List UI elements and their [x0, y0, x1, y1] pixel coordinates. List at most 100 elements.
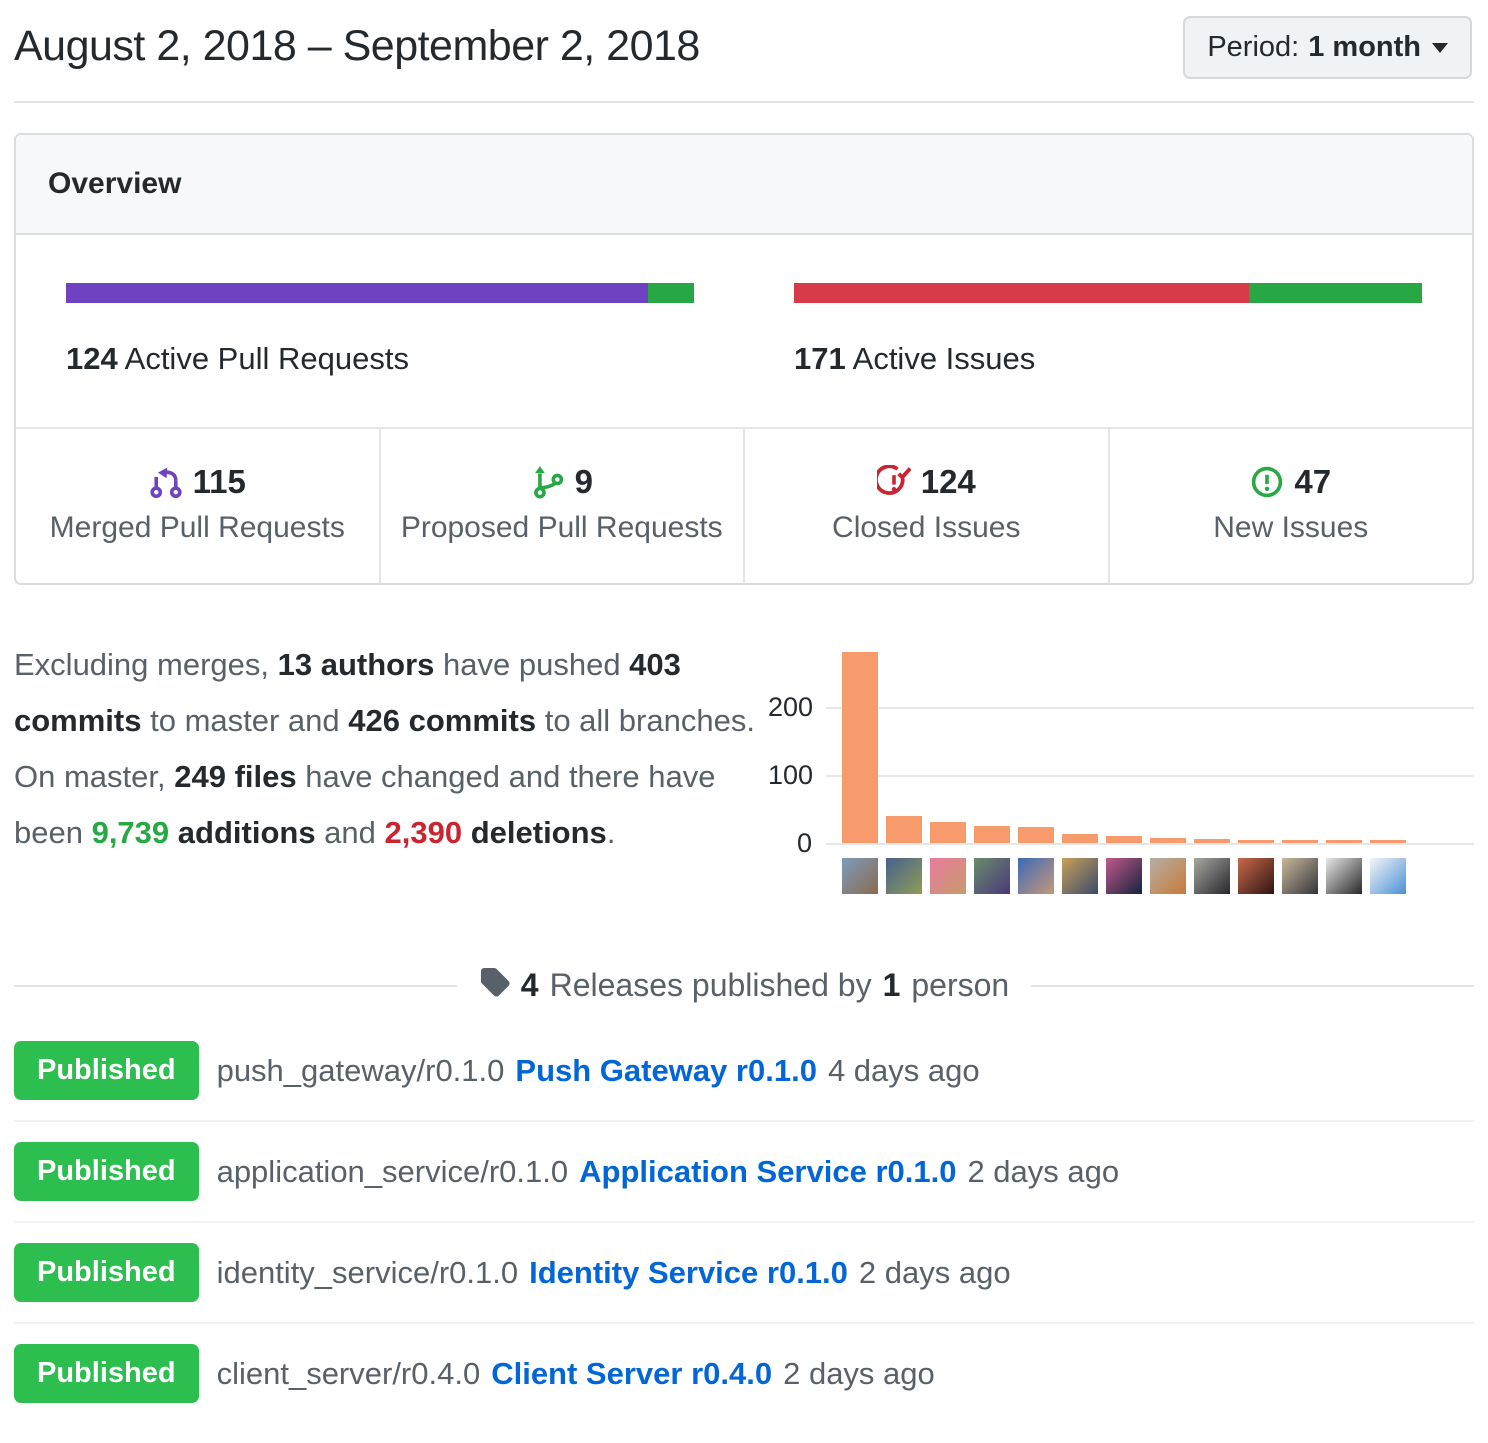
summary-segment: to all branches. On master, — [14, 703, 755, 794]
commit-bar — [1194, 839, 1230, 843]
releases-section-header: 4 Releases published by 1 person — [14, 966, 1475, 1005]
published-badge: Published — [14, 1243, 199, 1302]
author-avatar[interactable] — [974, 858, 1010, 894]
author-avatar[interactable] — [1282, 858, 1318, 894]
merged-pr-label: Merged Pull Requests — [49, 511, 345, 544]
summary-segment: Excluding merges, — [14, 647, 278, 682]
summary-segment: 2,390 — [384, 815, 463, 850]
y-tick-0: 0 — [796, 828, 812, 858]
summary-segment: . — [606, 815, 616, 850]
commit-bar — [974, 826, 1010, 843]
author-avatar[interactable] — [1326, 858, 1362, 894]
active-pr-text: Active Pull Requests — [124, 341, 409, 376]
active-issues-text: Active Issues — [852, 341, 1036, 376]
commit-bar — [1150, 838, 1186, 843]
author-avatar[interactable] — [1062, 858, 1098, 894]
author-avatar[interactable] — [1150, 858, 1186, 894]
author-avatar[interactable] — [1106, 858, 1142, 894]
releases-heading-suffix: person — [911, 967, 1010, 1003]
git-merge-icon — [149, 465, 183, 499]
chevron-down-icon — [1432, 42, 1448, 53]
releases-list: Published push_gateway/r0.1.0 Push Gatew… — [14, 1021, 1474, 1423]
summary-segment — [462, 815, 471, 850]
commit-bar — [1326, 840, 1362, 843]
proposed-pr-bar-segment — [648, 283, 694, 303]
published-badge: Published — [14, 1142, 199, 1201]
issues-progress-bar — [794, 283, 1422, 303]
closed-issues-label: Closed Issues — [832, 511, 1021, 544]
page-header: August 2, 2018 – September 2, 2018 Perio… — [14, 16, 1474, 79]
git-branch-icon — [531, 465, 565, 499]
author-avatar[interactable] — [1018, 858, 1054, 894]
summary-segment: 403 commits — [14, 647, 681, 738]
proposed-pr-count: 9 — [574, 463, 593, 500]
summary-segment: 426 commits — [348, 703, 537, 738]
release-timestamp: 2 days ago — [783, 1355, 935, 1391]
release-link[interactable]: Client Server r0.4.0 — [491, 1355, 773, 1391]
closed-issues-count: 124 — [920, 463, 976, 500]
summary-segment: additions — [177, 815, 316, 850]
new-issues-stat[interactable]: 47 New Issues — [1107, 429, 1473, 583]
new-issues-count: 47 — [1294, 463, 1332, 500]
releases-person-count: 1 — [882, 967, 901, 1003]
release-row: Published application_service/r0.1.0 App… — [14, 1122, 1474, 1223]
active-pull-requests-label: 124 Active Pull Requests — [66, 341, 694, 377]
author-avatar[interactable] — [930, 858, 966, 894]
summary-segment: have pushed — [434, 647, 630, 682]
commit-bar — [1238, 840, 1274, 843]
author-avatar[interactable] — [1194, 858, 1230, 894]
author-avatar[interactable] — [886, 858, 922, 894]
pull-requests-progress-bar — [66, 283, 694, 303]
closed-issues-stat[interactable]: 124 Closed Issues — [743, 429, 1108, 583]
commit-bars — [842, 652, 1406, 843]
merged-pr-count: 115 — [192, 463, 246, 500]
summary-segment: deletions — [470, 815, 607, 850]
proposed-pull-requests-stat[interactable]: 9 Proposed Pull Requests — [378, 429, 744, 583]
y-tick-100: 100 — [768, 760, 814, 790]
author-avatar[interactable] — [1238, 858, 1274, 894]
release-timestamp: 4 days ago — [827, 1052, 980, 1088]
author-avatar[interactable] — [842, 858, 878, 894]
summary-segment: to master and — [141, 703, 349, 738]
y-tick-200: 200 — [768, 692, 814, 722]
overview-card-title: Overview — [16, 135, 1472, 235]
commit-bar — [1062, 834, 1098, 843]
divider-line-right — [1031, 984, 1475, 987]
release-row: Published client_server/r0.4.0 Client Se… — [14, 1324, 1474, 1423]
new-issues-bar-segment — [1249, 283, 1422, 303]
release-row: Published identity_service/r0.1.0 Identi… — [14, 1223, 1474, 1324]
summary-segment: have changed and there have been — [14, 759, 716, 850]
release-link[interactable]: Push Gateway r0.1.0 — [515, 1052, 817, 1088]
overview-card: Overview 124 Active Pull Requests 171 Ac… — [14, 133, 1474, 585]
period-label: Period: — [1207, 31, 1300, 63]
commit-bar — [930, 822, 966, 843]
issue-opened-icon — [1250, 465, 1284, 499]
release-row: Published push_gateway/r0.1.0 Push Gatew… — [14, 1021, 1474, 1122]
merged-pull-requests-stat[interactable]: 115 Merged Pull Requests — [16, 429, 379, 583]
release-link[interactable]: Identity Service r0.1.0 — [529, 1254, 848, 1290]
overview-stats-row: 115 Merged Pull Requests — [16, 427, 1472, 583]
published-badge: Published — [14, 1041, 199, 1100]
commit-bar — [1282, 840, 1318, 843]
tag-icon — [479, 966, 510, 1005]
chart-plot-area: 200 100 0 — [768, 643, 1474, 858]
release-link[interactable]: Application Service r0.1.0 — [579, 1153, 957, 1189]
summary-segment: 9,739 — [91, 815, 170, 850]
commit-bar — [1018, 827, 1054, 843]
pull-requests-column: 124 Active Pull Requests — [16, 283, 744, 377]
summary-segment: 249 files — [174, 759, 297, 794]
summary-segment — [169, 815, 178, 850]
commit-bar — [1106, 836, 1142, 843]
closed-issues-bar-segment — [794, 283, 1250, 303]
activity-bars-section: 124 Active Pull Requests 171 Active Issu… — [16, 235, 1472, 427]
period-value: 1 month — [1308, 31, 1421, 63]
page-title: August 2, 2018 – September 2, 2018 — [14, 22, 700, 70]
author-avatar[interactable] — [1370, 858, 1406, 894]
release-tag-name: identity_service/r0.1.0 — [216, 1254, 519, 1290]
proposed-pr-label: Proposed Pull Requests — [400, 511, 723, 544]
commit-bar — [886, 816, 922, 843]
summary-segment: 13 authors — [277, 647, 435, 682]
merged-pr-bar-segment — [66, 283, 649, 303]
period-dropdown-button[interactable]: Period: 1 month — [1183, 16, 1472, 79]
commit-bar — [842, 652, 878, 843]
